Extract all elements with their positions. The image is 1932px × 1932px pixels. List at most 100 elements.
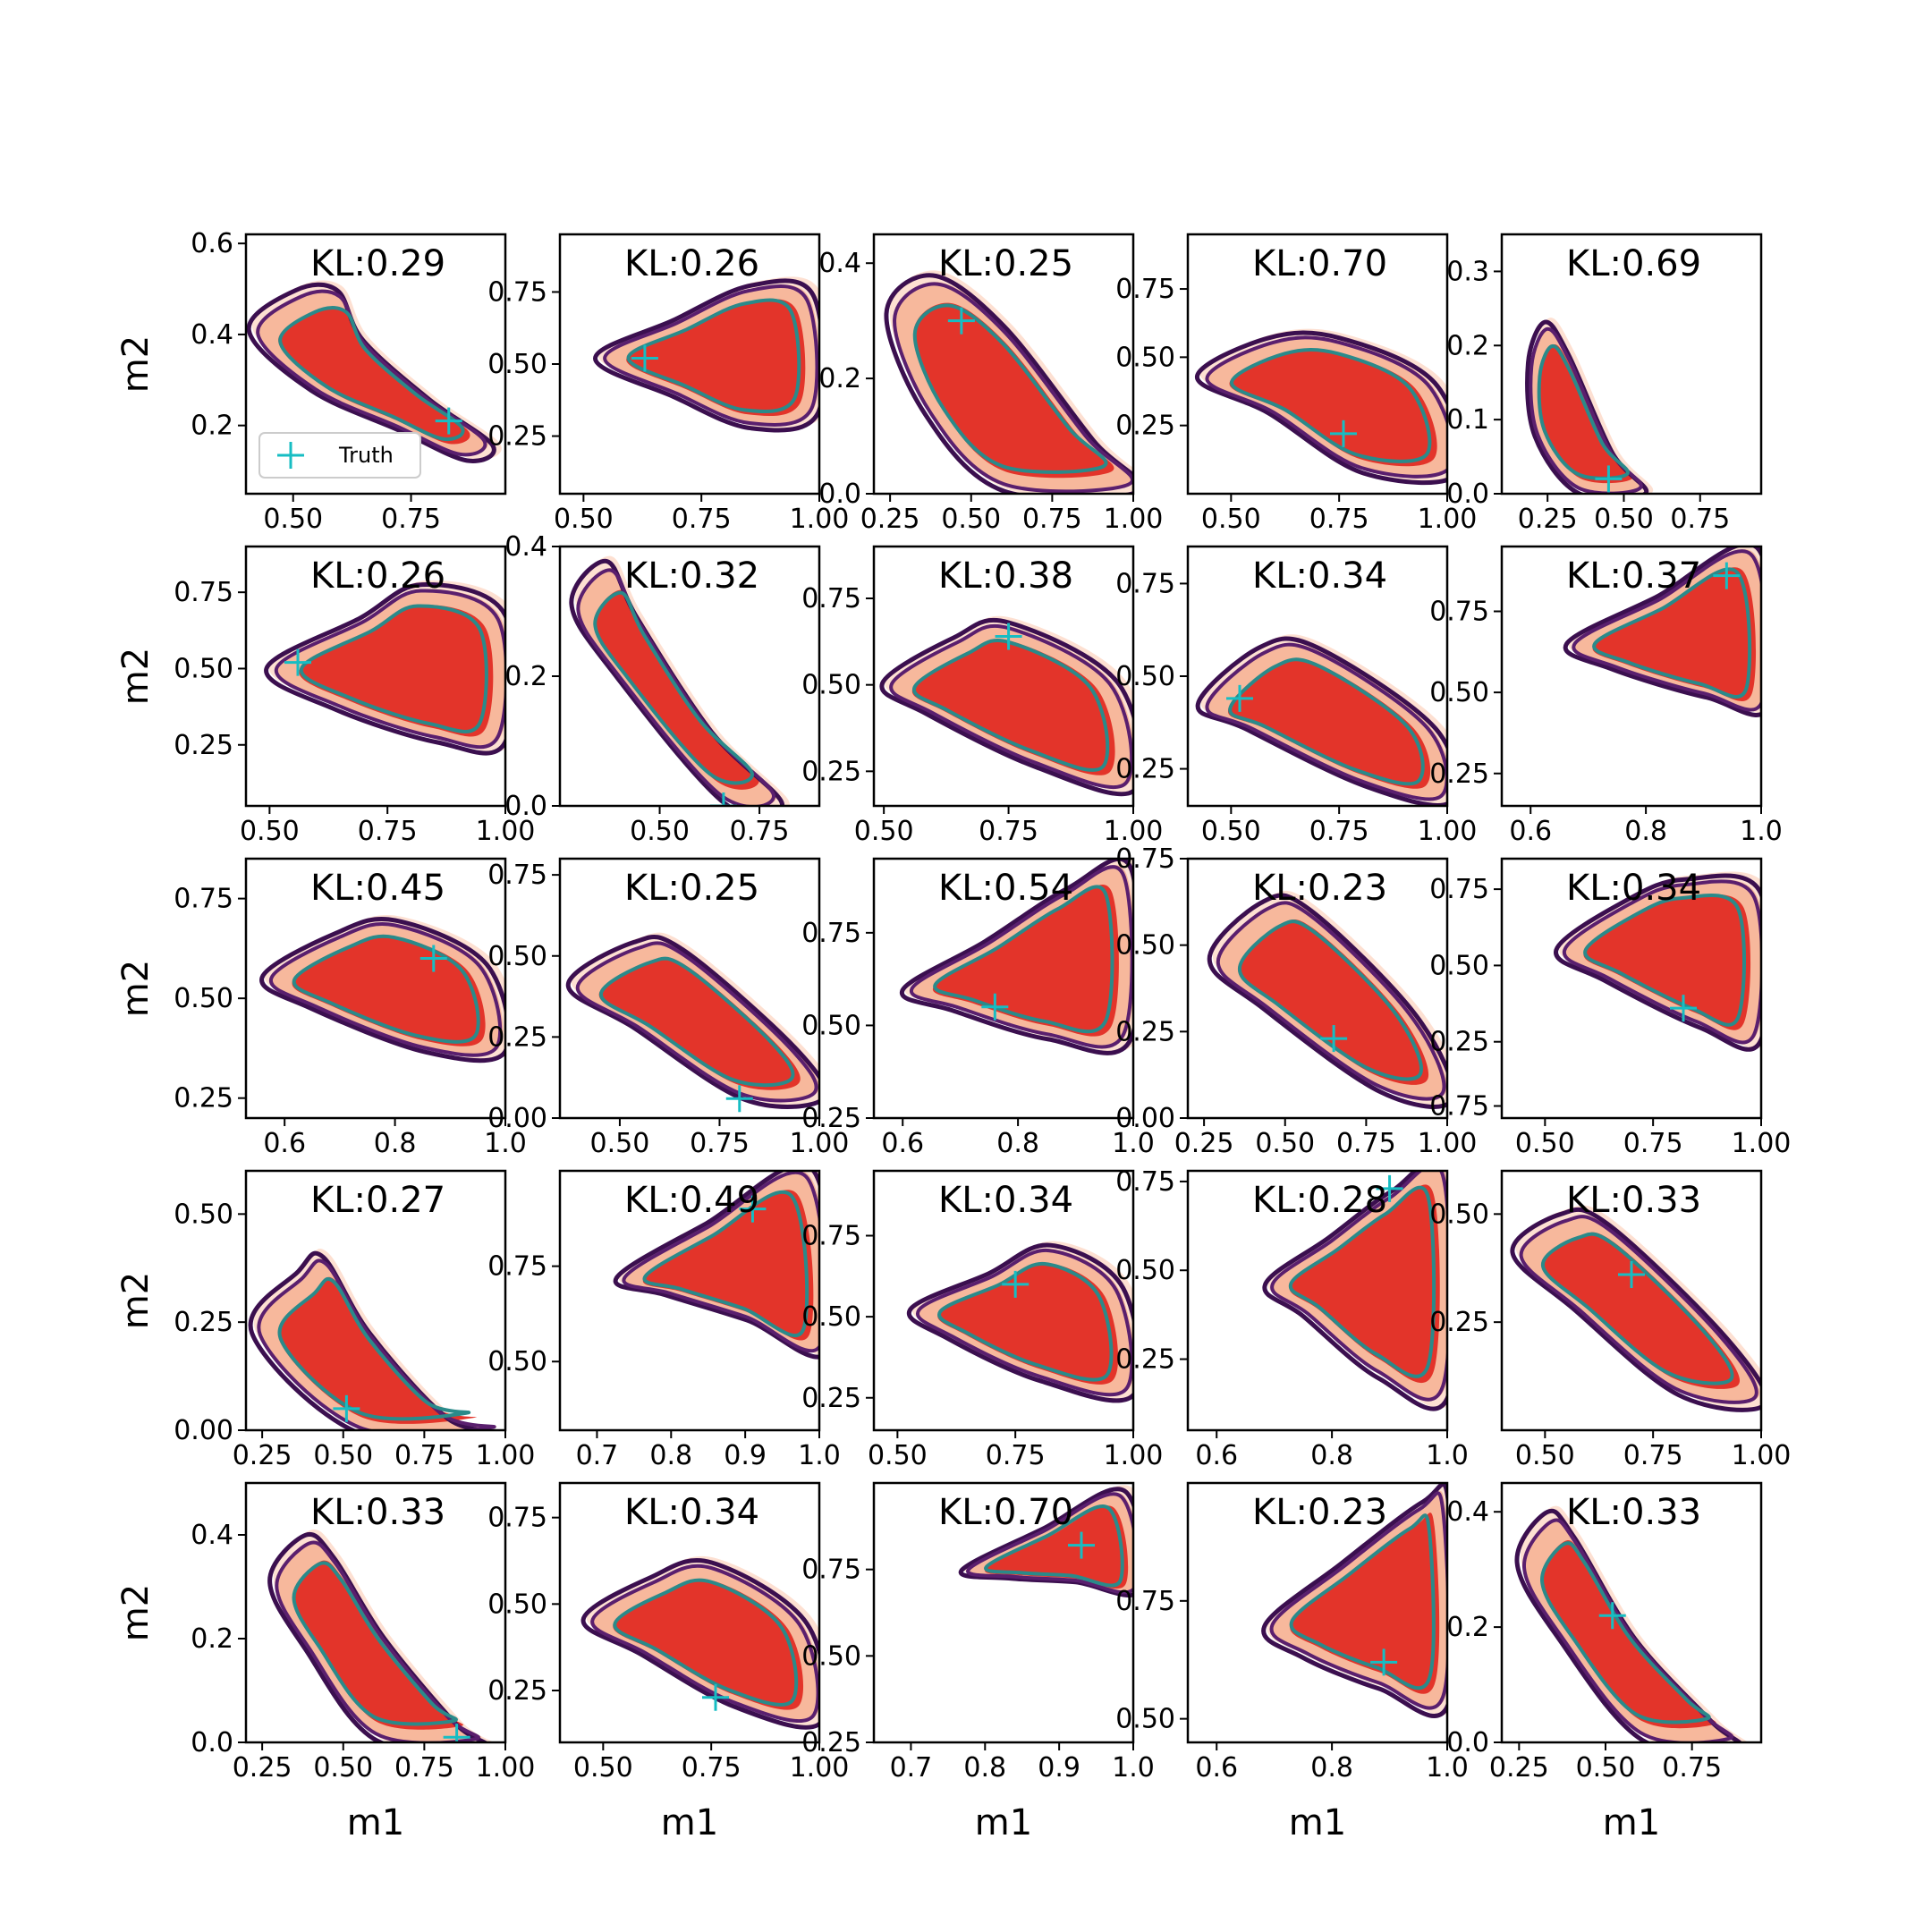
y-tick-label: 0.50 bbox=[1115, 342, 1175, 373]
x-tick-label: 0.75 bbox=[1336, 1128, 1396, 1159]
contour-mid bbox=[966, 1492, 1133, 1595]
x-tick-label: 1.00 bbox=[1418, 504, 1478, 535]
y-tick-label: 0.50 bbox=[174, 983, 233, 1014]
contour-mid bbox=[590, 1563, 819, 1724]
x-tick-label: 0.75 bbox=[1670, 504, 1730, 535]
x-tick-label: 1.00 bbox=[1104, 816, 1164, 847]
plot-area bbox=[958, 1485, 1133, 1597]
y-tick-label: 0.25 bbox=[1115, 1344, 1175, 1376]
y-axis-label: m2 bbox=[115, 1272, 157, 1329]
y-tick-label: 0.75 bbox=[1429, 1091, 1489, 1123]
x-tick-label: 0.25 bbox=[1489, 1752, 1549, 1784]
density-fill-core bbox=[1289, 1184, 1440, 1384]
y-tick-label: 0.6 bbox=[191, 228, 233, 259]
x-tick-label: 0.75 bbox=[1623, 1128, 1683, 1159]
contour-outer bbox=[580, 1558, 819, 1730]
kl-annotation: KL:0.70 bbox=[1252, 243, 1387, 284]
x-tick-label: 0.8 bbox=[1310, 1752, 1353, 1784]
x-tick-label: 0.75 bbox=[672, 504, 732, 535]
plot-area bbox=[246, 280, 502, 463]
y-tick-label: 0.75 bbox=[801, 1555, 861, 1586]
density-fill-core bbox=[292, 1560, 463, 1730]
contour-inner bbox=[626, 298, 801, 414]
contour-outer bbox=[1194, 330, 1447, 486]
contour-inner bbox=[912, 303, 1108, 474]
y-tick-label: 0.4 bbox=[1446, 1496, 1489, 1528]
plot-area bbox=[267, 1530, 494, 1742]
y-tick-label: 0.25 bbox=[801, 1727, 861, 1758]
contour-inner bbox=[1537, 343, 1630, 480]
x-tick-label: 0.75 bbox=[1662, 1752, 1722, 1784]
contour-mid bbox=[575, 941, 818, 1103]
y-tick-label: 0.25 bbox=[1429, 1307, 1489, 1338]
contour-mid bbox=[916, 1249, 1133, 1397]
x-tick-label: 1.00 bbox=[476, 1440, 536, 1471]
x-tick-label: 0.75 bbox=[1623, 1440, 1683, 1471]
truth-marker bbox=[1370, 1648, 1398, 1676]
contour-outer bbox=[899, 859, 1133, 1055]
y-tick-label: 0.50 bbox=[1429, 950, 1489, 981]
x-tick-label: 0.75 bbox=[381, 504, 441, 535]
x-tick-label: 0.8 bbox=[1624, 816, 1667, 847]
x-tick-label: 0.50 bbox=[1255, 1128, 1315, 1159]
y-tick-label: 0.25 bbox=[1115, 1016, 1175, 1047]
x-axis-label: m1 bbox=[661, 1802, 718, 1843]
x-tick-label: 1.00 bbox=[1418, 1128, 1478, 1159]
density-fill-core bbox=[1227, 657, 1431, 789]
contour-inner bbox=[1229, 347, 1432, 463]
axes-frame bbox=[872, 545, 1135, 808]
contour-outer bbox=[259, 916, 505, 1063]
y-tick-label: 0.50 bbox=[1429, 677, 1489, 708]
density-fill-core bbox=[1539, 344, 1633, 484]
x-tick-label: 0.50 bbox=[554, 504, 614, 535]
plot-area bbox=[1262, 1171, 1447, 1411]
x-tick-label: 0.50 bbox=[573, 1752, 633, 1784]
x-tick-label: 0.9 bbox=[1038, 1752, 1080, 1784]
subplot: 0.50 0.75 1.00 0.25 0.50 0.75 KL:0.34 m1 bbox=[487, 1481, 849, 1843]
x-tick-label: 0.75 bbox=[1309, 504, 1369, 535]
contour-inner bbox=[642, 1190, 809, 1338]
kl-annotation: KL:0.26 bbox=[310, 555, 445, 597]
y-tick-label: 0.25 bbox=[1115, 754, 1175, 785]
truth-marker bbox=[1320, 1025, 1348, 1053]
density-fill-core bbox=[598, 957, 801, 1090]
axes-frame bbox=[1186, 1169, 1449, 1432]
subplot: 0.6 0.8 1.0 0.25 0.50 0.75 KL:0.37 bbox=[1429, 545, 1783, 847]
y-tick-label: 0.75 bbox=[487, 1251, 547, 1283]
x-tick-label: 1.0 bbox=[1426, 1440, 1469, 1471]
subplot: 0.50 0.75 1.00 0.25 0.50 0.75 KL:0.70 bbox=[1115, 233, 1478, 535]
density-fill-core bbox=[299, 605, 494, 737]
truth-marker bbox=[1598, 1602, 1626, 1630]
contour-inner bbox=[1237, 919, 1423, 1081]
kl-annotation: KL:0.34 bbox=[1252, 555, 1387, 597]
x-tick-label: 0.75 bbox=[730, 816, 790, 847]
contour-outer bbox=[1510, 1207, 1761, 1412]
contour-mid bbox=[1205, 642, 1447, 801]
axes-frame bbox=[244, 857, 507, 1120]
axes-frame bbox=[872, 857, 1135, 1120]
kl-annotation: KL:0.45 bbox=[310, 868, 445, 909]
y-axis-label: m2 bbox=[115, 335, 157, 393]
y-tick-label: 0.75 bbox=[487, 276, 547, 308]
density-fill-core bbox=[985, 1505, 1129, 1589]
x-tick-label: 1.00 bbox=[1732, 1440, 1792, 1471]
x-tick-label: 1.0 bbox=[484, 1128, 527, 1159]
truth-marker bbox=[1226, 684, 1253, 712]
density-fill-core bbox=[292, 935, 486, 1046]
subplot: 0.6 0.8 1.0 0.50 0.75 KL:0.23 m1 bbox=[1115, 1481, 1469, 1843]
plot-area bbox=[1261, 1483, 1447, 1718]
truth-marker bbox=[1595, 465, 1623, 493]
truth-marker bbox=[947, 307, 975, 335]
legend: Truth bbox=[258, 432, 421, 479]
x-tick-label: 0.50 bbox=[590, 1128, 650, 1159]
contour-inner bbox=[277, 1276, 471, 1421]
y-tick-label: 0.75 bbox=[1429, 874, 1489, 905]
x-tick-label: 0.8 bbox=[963, 1752, 1006, 1784]
y-tick-label: 0.00 bbox=[1115, 1103, 1175, 1134]
axes-frame bbox=[558, 857, 821, 1120]
y-tick-label: 0.75 bbox=[1115, 274, 1175, 305]
contour-mid bbox=[1519, 1215, 1758, 1404]
